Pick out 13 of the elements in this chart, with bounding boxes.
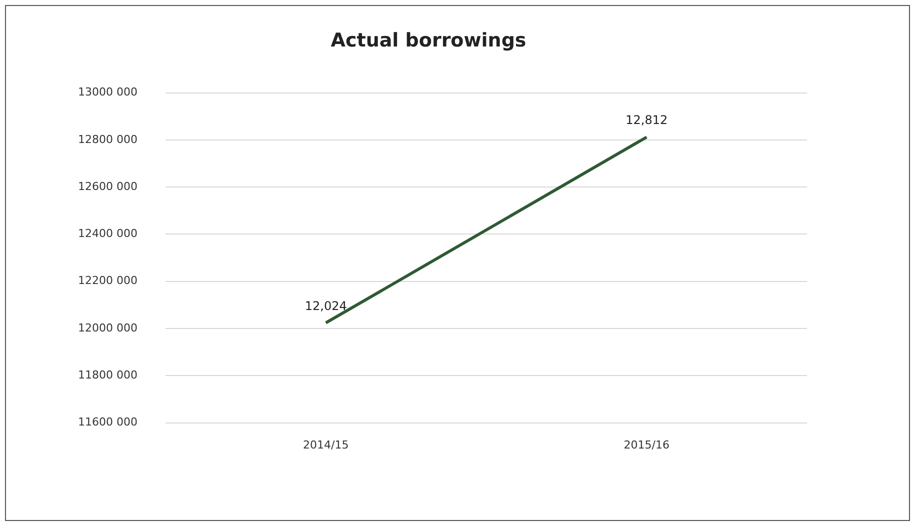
chart-title: Actual borrowings	[330, 29, 526, 52]
y-tick-label: 12200 000	[78, 274, 138, 288]
y-tick-label: 12400 000	[78, 227, 138, 240]
x-tick-label: 2014/15	[303, 438, 349, 452]
y-tick-label: 11800 000	[78, 368, 138, 382]
y-tick-label: 12600 000	[78, 180, 138, 193]
y-tick-label: 12800 000	[78, 132, 138, 146]
y-tick-label: 13000 000	[78, 86, 138, 99]
y-tick-label: 12000 000	[78, 321, 138, 334]
y-tick-label: 11600 000	[78, 416, 138, 429]
annotation: 12,812	[626, 113, 668, 128]
annotation: 12,024	[304, 298, 347, 313]
x-tick-label: 2015/16	[624, 438, 670, 452]
